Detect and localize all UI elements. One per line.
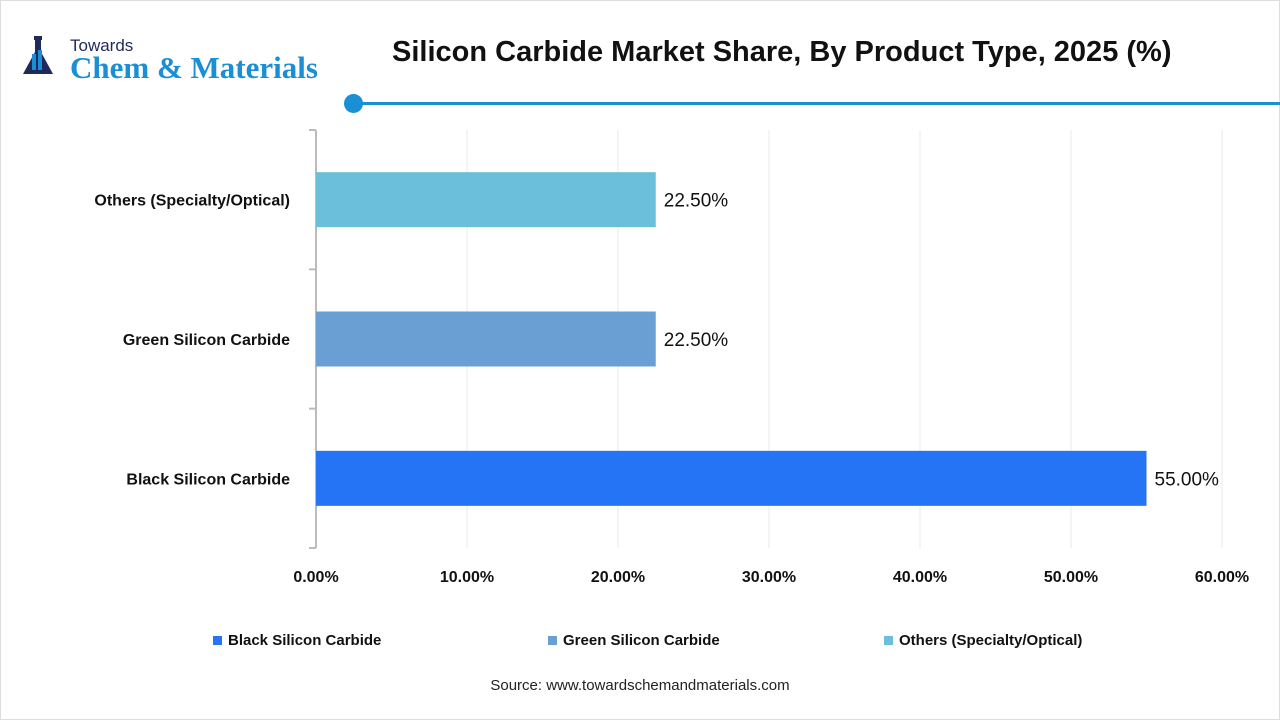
title-rule-dot: [344, 94, 363, 113]
legend-item-green: Green Silicon Carbide: [548, 632, 720, 649]
logo-line2: Chem & Materials: [70, 50, 318, 85]
legend-label: Green Silicon Carbide: [563, 632, 720, 649]
data-label: 55.00%: [1155, 469, 1220, 490]
legend-label: Black Silicon Carbide: [228, 632, 382, 649]
data-label: 22.50%: [664, 330, 729, 351]
y-category-label: Others (Specialty/Optical): [94, 193, 290, 210]
logo-line1: Towards: [70, 36, 134, 55]
y-category-label: Green Silicon Carbide: [123, 332, 290, 349]
legend-swatch: [213, 636, 222, 645]
chart-title: Silicon Carbide Market Share, By Product…: [392, 36, 1172, 68]
legend-swatch: [548, 636, 557, 645]
legend-item-black: Black Silicon Carbide: [213, 632, 381, 649]
x-tick-label: 0.00%: [293, 569, 338, 586]
x-tick-label: 60.00%: [1195, 569, 1249, 586]
x-tick-label: 10.00%: [440, 569, 494, 586]
y-category-label: Black Silicon Carbide: [126, 471, 290, 488]
x-tick-label: 50.00%: [1044, 569, 1098, 586]
title-rule: [354, 102, 1280, 105]
x-tick-label: 40.00%: [893, 569, 947, 586]
x-tick-label: 20.00%: [591, 569, 645, 586]
source-note: Source: www.towardschemandmaterials.com: [490, 677, 790, 694]
flask-icon: [23, 36, 53, 74]
bar-others-specialty-optical-: [316, 172, 656, 228]
bar-green-silicon-carbide: [316, 311, 656, 367]
bar-black-silicon-carbide: [316, 450, 1147, 506]
legend-item-others: Others (Specialty/Optical): [884, 632, 1082, 649]
legend-label: Others (Specialty/Optical): [899, 632, 1083, 649]
data-label: 22.50%: [664, 191, 729, 212]
legend-swatch: [884, 636, 893, 645]
x-tick-label: 30.00%: [742, 569, 796, 586]
